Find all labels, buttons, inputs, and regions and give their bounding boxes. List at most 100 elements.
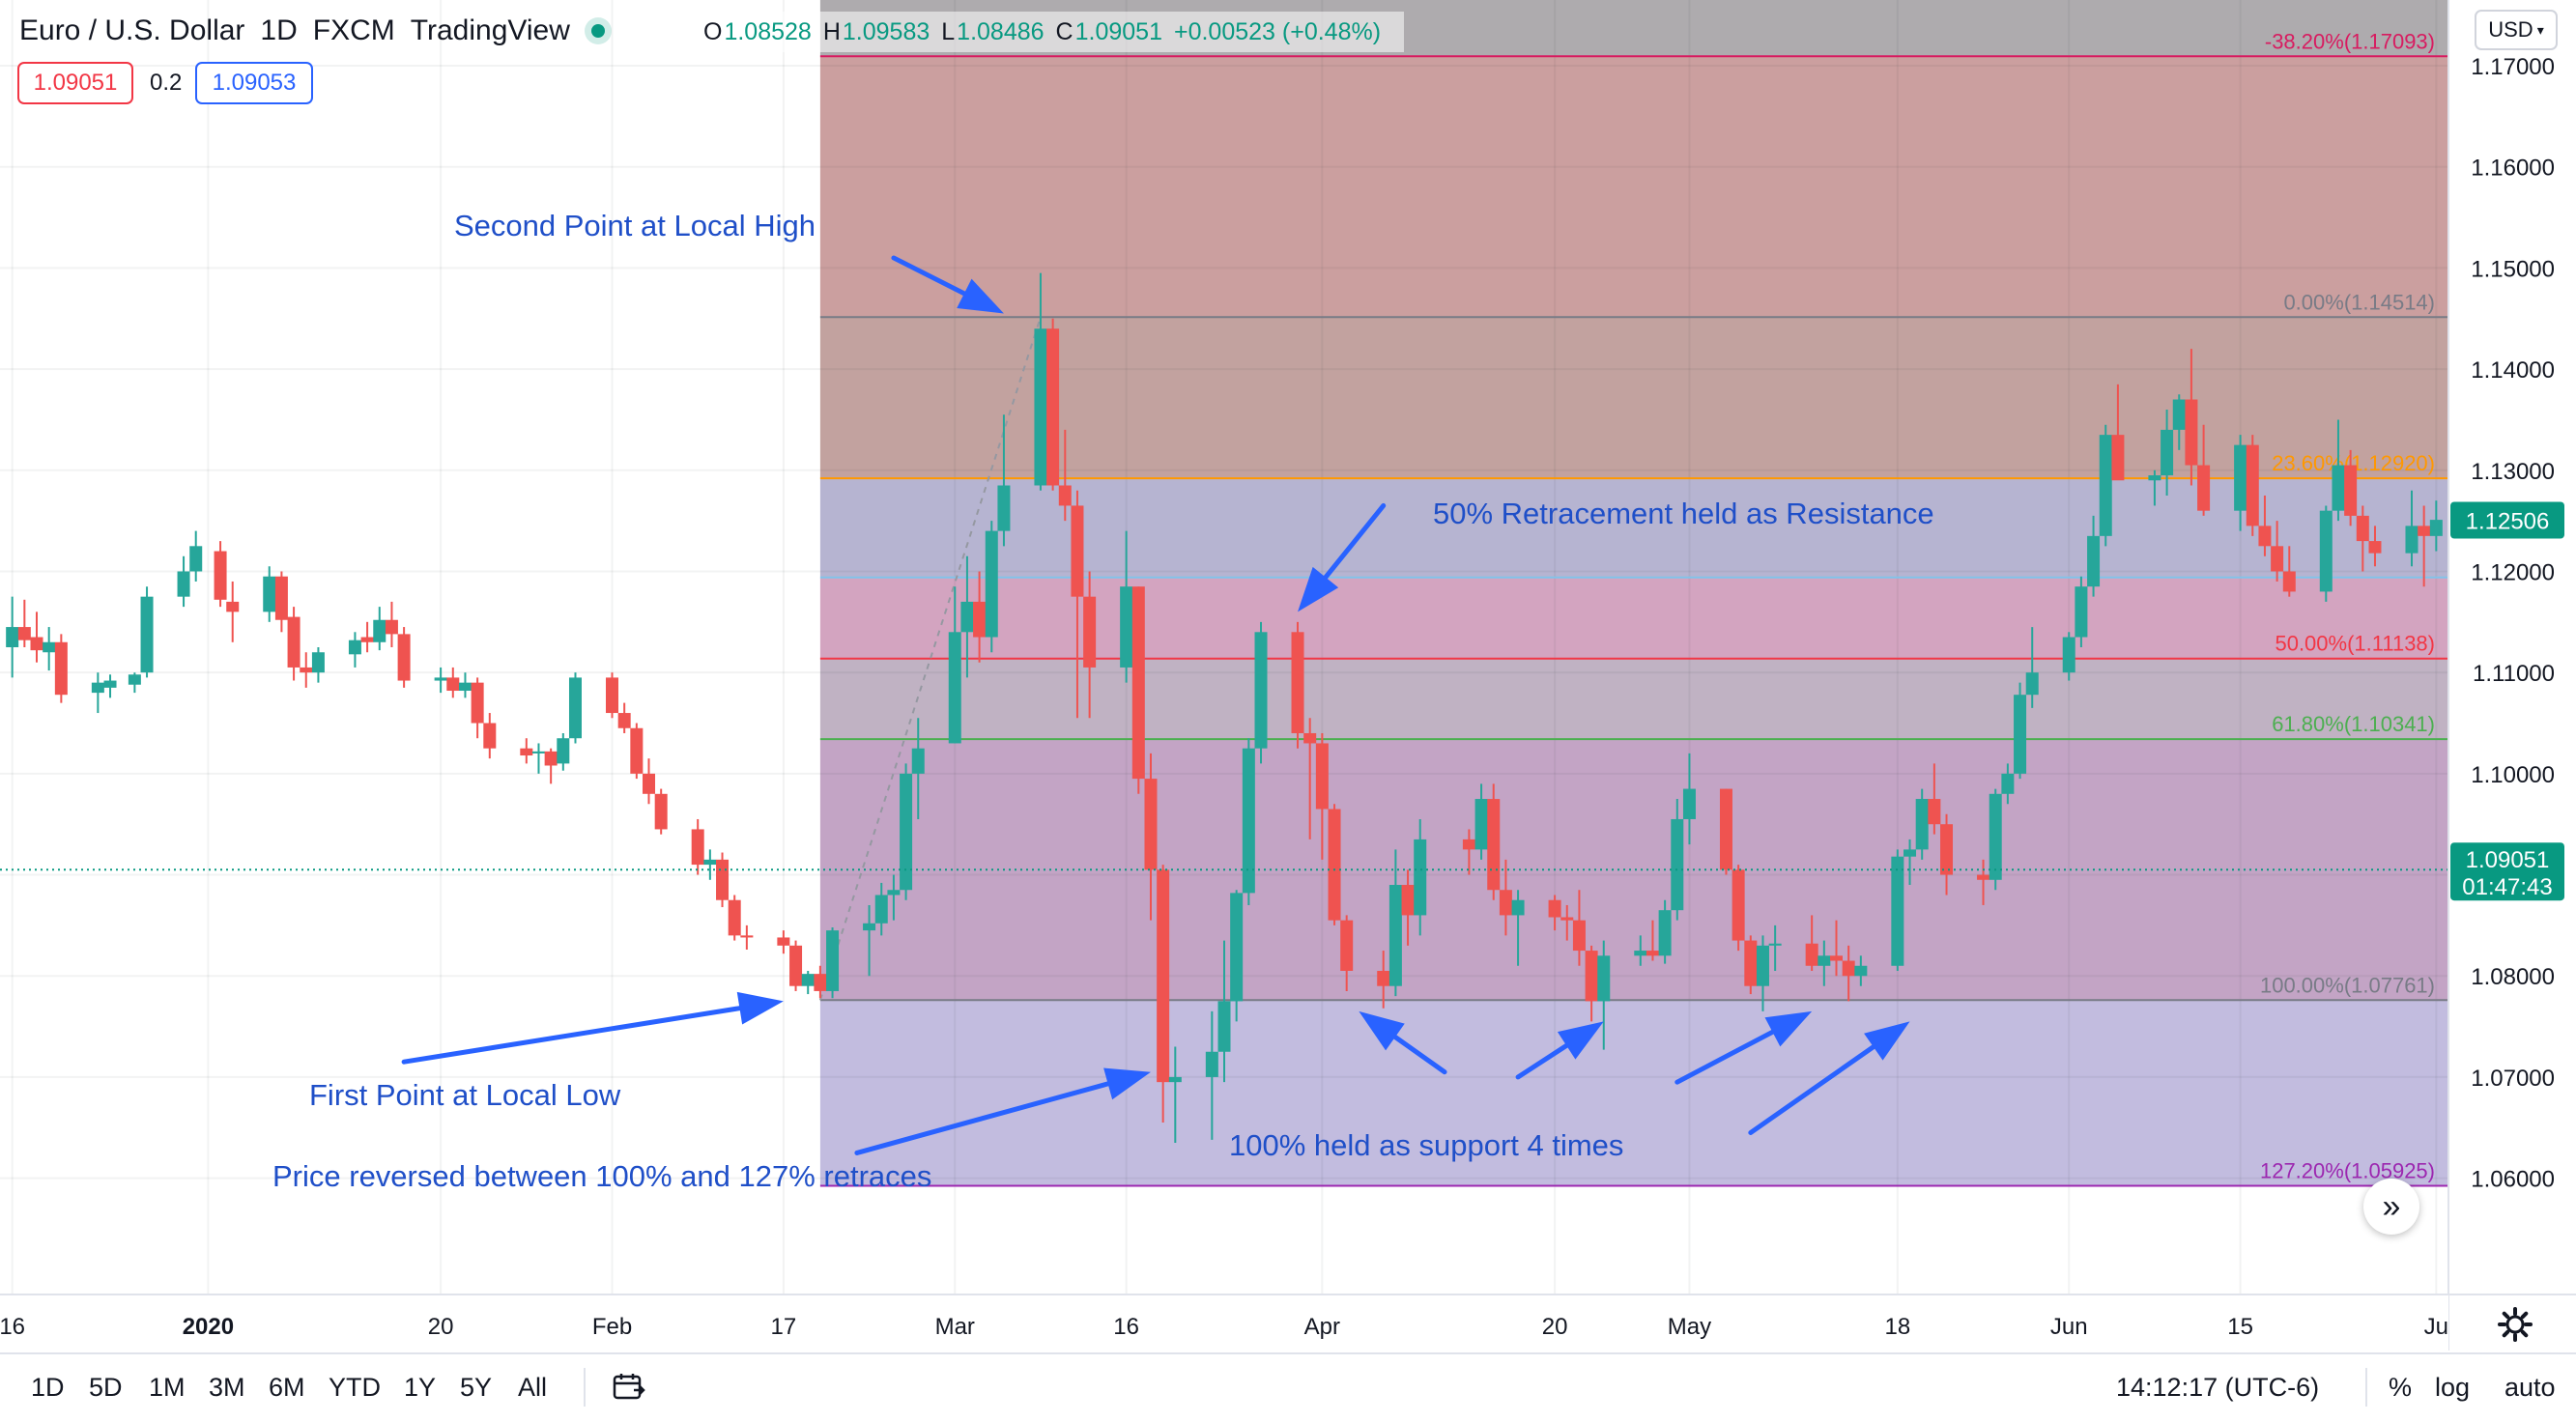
candle-body (789, 945, 803, 986)
range-all-button[interactable]: All (518, 1372, 548, 1402)
candle-body (6, 627, 19, 647)
candle-body (1144, 779, 1158, 870)
candle-body (177, 571, 190, 597)
candle-body (874, 895, 888, 924)
last-price-label: 1.12506 (2466, 509, 2550, 535)
price-tick-label: 1.12000 (2471, 559, 2555, 585)
candle-body (2001, 773, 2015, 794)
high-value: 1.09583 (842, 17, 930, 45)
timezone-clock[interactable]: 14:12:17 (UTC-6) (2116, 1372, 2320, 1402)
buy-button[interactable]: 1.09053 (195, 62, 313, 104)
time-tick-label: 2020 (183, 1314, 234, 1340)
range-6m-button[interactable]: 6M (269, 1372, 305, 1402)
candle-body (1940, 824, 1954, 875)
candle-body (2062, 637, 2075, 673)
price-tick-label: 1.11000 (2473, 661, 2555, 687)
symbol-name[interactable]: Euro / U.S. Dollar (19, 14, 245, 46)
candle-body (1744, 940, 1758, 986)
candle-body (1168, 1076, 1182, 1083)
fib-zone-fill (819, 478, 2448, 578)
time-tick-label: 15 (2227, 1314, 2253, 1340)
candle-body (740, 935, 754, 938)
fib-level-label: 127.20%(1.05925) (2260, 1158, 2435, 1182)
candle-body (128, 674, 141, 685)
candle-body (287, 616, 301, 668)
currency-selector[interactable]: USD ▾ (2475, 10, 2558, 50)
sell-button[interactable]: 1.09051 (17, 62, 133, 104)
axes: 1.060001.070001.080001.090001.100001.110… (0, 0, 2576, 1351)
price-tick-label: 1.06000 (2471, 1167, 2555, 1193)
candle-body (2258, 526, 2272, 547)
symbol-header[interactable]: Euro / U.S. Dollar 1D FXCM TradingView (19, 12, 634, 50)
candle-body (643, 773, 656, 794)
scroll-to-realtime-button[interactable]: » (2363, 1179, 2419, 1235)
fib-zone-fill (819, 658, 2448, 740)
candle-body (1083, 596, 1097, 668)
candle-body (960, 601, 974, 633)
candle-body (814, 974, 827, 991)
candle-body (1071, 505, 1084, 597)
auto-scale-toggle[interactable]: auto (2504, 1372, 2556, 1402)
candle-body (2014, 695, 2027, 774)
double-chevron-right-icon: » (2382, 1187, 2401, 1225)
candle-body (1414, 839, 1427, 916)
candle-body (1671, 818, 1684, 911)
range-ytd-button[interactable]: YTD (329, 1372, 381, 1402)
candle-body (617, 713, 631, 728)
candle-body (1719, 788, 1732, 870)
candle-body (1511, 899, 1525, 916)
settings-gear-icon[interactable] (2496, 1305, 2534, 1344)
candle-body (1560, 917, 1574, 921)
time-axis-bg (0, 1294, 2448, 1351)
annotations: Second Point at Local High 50% Retracemen… (272, 209, 1934, 1193)
candle-body (1291, 632, 1304, 733)
current-price-label-bg (2450, 842, 2564, 901)
range-5y-button[interactable]: 5Y (460, 1372, 493, 1402)
fib-zone-fills (819, 0, 2448, 1186)
candle-body (471, 682, 484, 724)
annotation-text: First Point at Local Low (309, 1078, 621, 1112)
interval-label[interactable]: 1D (260, 14, 298, 46)
annotation-arrow-shaft (1392, 1034, 1447, 1075)
date-range-calendar-icon[interactable] (613, 1372, 645, 1401)
candle-body (2111, 435, 2125, 481)
candle-body (1340, 920, 1354, 971)
candle-body (2025, 672, 2039, 696)
candle-body (1903, 849, 1917, 857)
percent-scale-toggle[interactable]: % (2389, 1372, 2413, 1402)
log-scale-toggle[interactable]: log (2435, 1372, 2471, 1402)
open-label: O (703, 17, 723, 45)
annotation-arrow-head (1764, 1010, 1813, 1047)
range-5d-button[interactable]: 5D (89, 1372, 123, 1402)
candle-body (1915, 799, 1929, 850)
candle-body (1205, 1051, 1218, 1077)
candle-body (446, 677, 460, 692)
range-1m-button[interactable]: 1M (149, 1372, 186, 1402)
annotation-arrow-head (957, 278, 1004, 314)
candle-body (263, 576, 276, 612)
range-3m-button[interactable]: 3M (209, 1372, 245, 1402)
price-tick-label: 1.17000 (2471, 54, 2555, 80)
price-tick-label: 1.16000 (2471, 156, 2555, 182)
candle-body (520, 748, 533, 756)
time-tick-label: 17 (771, 1314, 797, 1340)
time-tick-label: May (1668, 1314, 1711, 1340)
candle-body (911, 748, 925, 774)
candle-body (568, 677, 582, 739)
annotation-text: Price reversed between 100% and 127% ret… (272, 1159, 931, 1193)
candle-body (1242, 748, 1255, 894)
range-1d-button[interactable]: 1D (31, 1372, 65, 1402)
candle-body (311, 652, 325, 673)
candle-body (1548, 899, 1561, 918)
candle-body (226, 601, 240, 612)
candle-body (2148, 475, 2161, 481)
time-tick-label: 20 (1542, 1314, 1568, 1340)
candle-body (43, 641, 56, 653)
candle-body (2087, 535, 2101, 587)
low-label: L (941, 17, 956, 45)
candle-body (348, 640, 361, 655)
chevron-down-icon: ▾ (2536, 21, 2544, 38)
range-1y-button[interactable]: 1Y (404, 1372, 437, 1402)
candle-body (2185, 399, 2198, 466)
